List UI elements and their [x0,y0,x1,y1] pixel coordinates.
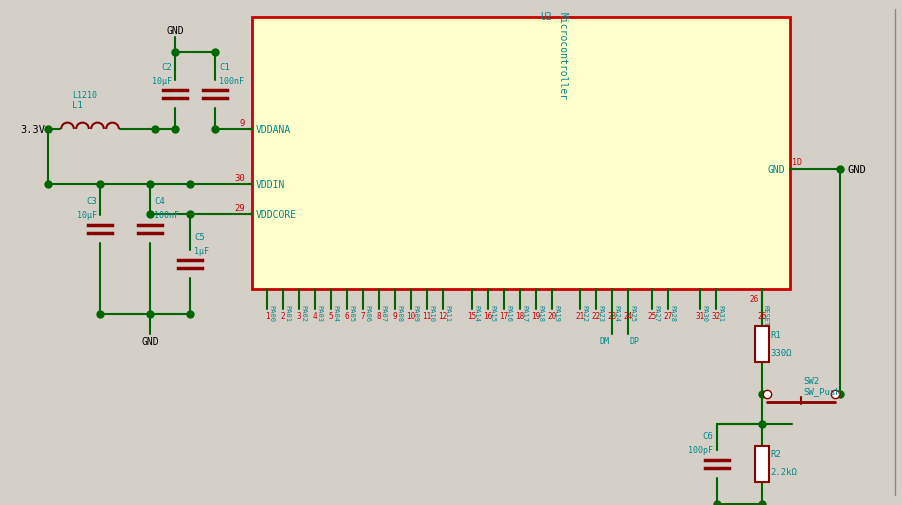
Text: 100nF: 100nF [219,76,244,85]
Text: 100pF: 100pF [687,445,713,455]
Text: VDDIN: VDDIN [255,180,285,189]
Text: 18: 18 [515,312,524,320]
Text: 11: 11 [422,312,431,320]
Text: PA30: PA30 [700,305,706,321]
Text: PA27: PA27 [652,305,658,321]
Text: 4: 4 [312,312,317,320]
Text: 24: 24 [622,312,632,320]
Text: DM: DM [599,336,610,345]
Text: 2: 2 [281,312,285,320]
Text: PA11: PA11 [444,305,449,321]
Text: PA03: PA03 [316,305,322,321]
Text: L1210: L1210 [72,91,97,100]
Text: 9: 9 [392,312,397,320]
Text: 15: 15 [467,312,476,320]
Text: C3: C3 [87,197,97,206]
Text: 1D: 1D [791,158,801,167]
Text: PA10: PA10 [428,305,434,321]
Text: PA22: PA22 [580,305,586,321]
Text: 27: 27 [663,312,672,320]
Text: C5: C5 [194,232,205,241]
Text: R1: R1 [769,330,780,339]
Text: 330Ω: 330Ω [769,348,791,357]
Text: SW_Push: SW_Push [802,387,840,396]
Text: 29: 29 [234,204,244,213]
Text: Microcontroller: Microcontroller [557,12,567,100]
Text: 16: 16 [483,312,492,320]
Text: PA31: PA31 [716,305,723,321]
Text: C1: C1 [219,63,229,71]
Text: PA28: PA28 [668,305,675,321]
Text: PA24: PA24 [612,305,618,321]
Text: 10µF: 10µF [77,211,97,220]
Text: 12: 12 [437,312,447,320]
Text: GND: GND [141,336,159,346]
Text: PA02: PA02 [299,305,306,321]
Text: 9: 9 [239,119,244,128]
Text: 100nF: 100nF [154,211,179,220]
Text: SW2: SW2 [802,376,818,385]
Text: 3: 3 [297,312,301,320]
Text: 3.3V: 3.3V [20,125,45,135]
Text: 7: 7 [360,312,365,320]
Text: C6: C6 [702,432,713,441]
Text: PA25: PA25 [629,305,634,321]
Text: PA09: PA09 [411,305,418,321]
Text: 21: 21 [575,312,584,320]
Text: 5: 5 [328,312,333,320]
Text: RESET: RESET [762,305,769,326]
Text: 1: 1 [264,312,269,320]
Text: PA23: PA23 [596,305,603,321]
Bar [754,446,769,482]
Text: GND: GND [847,165,866,175]
Text: PA16: PA16 [504,305,511,321]
Text: PA19: PA19 [552,305,558,321]
Text: L1: L1 [72,101,83,110]
Text: VDDCORE: VDDCORE [255,210,297,220]
Text: 8: 8 [376,312,381,320]
Text: VDDANA: VDDANA [255,125,291,135]
Text: PA06: PA06 [364,305,370,321]
Text: PA17: PA17 [520,305,527,321]
Text: PA05: PA05 [347,305,354,321]
Text: PA01: PA01 [284,305,290,321]
Text: PA04: PA04 [332,305,337,321]
Text: 26: 26 [757,312,766,320]
Text: GND: GND [767,165,784,175]
Text: 1µF: 1µF [194,246,208,255]
Text: PA14: PA14 [473,305,478,321]
Text: PA18: PA18 [537,305,542,321]
Text: 2.2kΩ: 2.2kΩ [769,468,796,477]
Text: 19: 19 [530,312,540,320]
Text: C4: C4 [154,197,164,206]
Text: U2: U2 [539,12,551,22]
Text: 10: 10 [406,312,415,320]
Text: 6: 6 [345,312,349,320]
Text: DP: DP [630,336,640,345]
Text: 26: 26 [749,294,759,304]
Text: R2: R2 [769,449,780,459]
Text: 20: 20 [547,312,556,320]
Text: 22: 22 [591,312,600,320]
Text: C2: C2 [161,63,171,71]
Text: PA08: PA08 [396,305,401,321]
Text: PA15: PA15 [489,305,494,321]
Text: 23: 23 [607,312,616,320]
Text: 25: 25 [647,312,656,320]
Text: 10µF: 10µF [152,76,171,85]
Text: PA00: PA00 [268,305,273,321]
Bar [754,326,769,362]
Text: 32: 32 [711,312,720,320]
Text: 30: 30 [234,174,244,183]
Text: PA07: PA07 [380,305,385,321]
Text: 17: 17 [499,312,508,320]
Text: GND: GND [166,26,184,36]
Bar [252,18,789,289]
Text: 31: 31 [695,312,704,320]
